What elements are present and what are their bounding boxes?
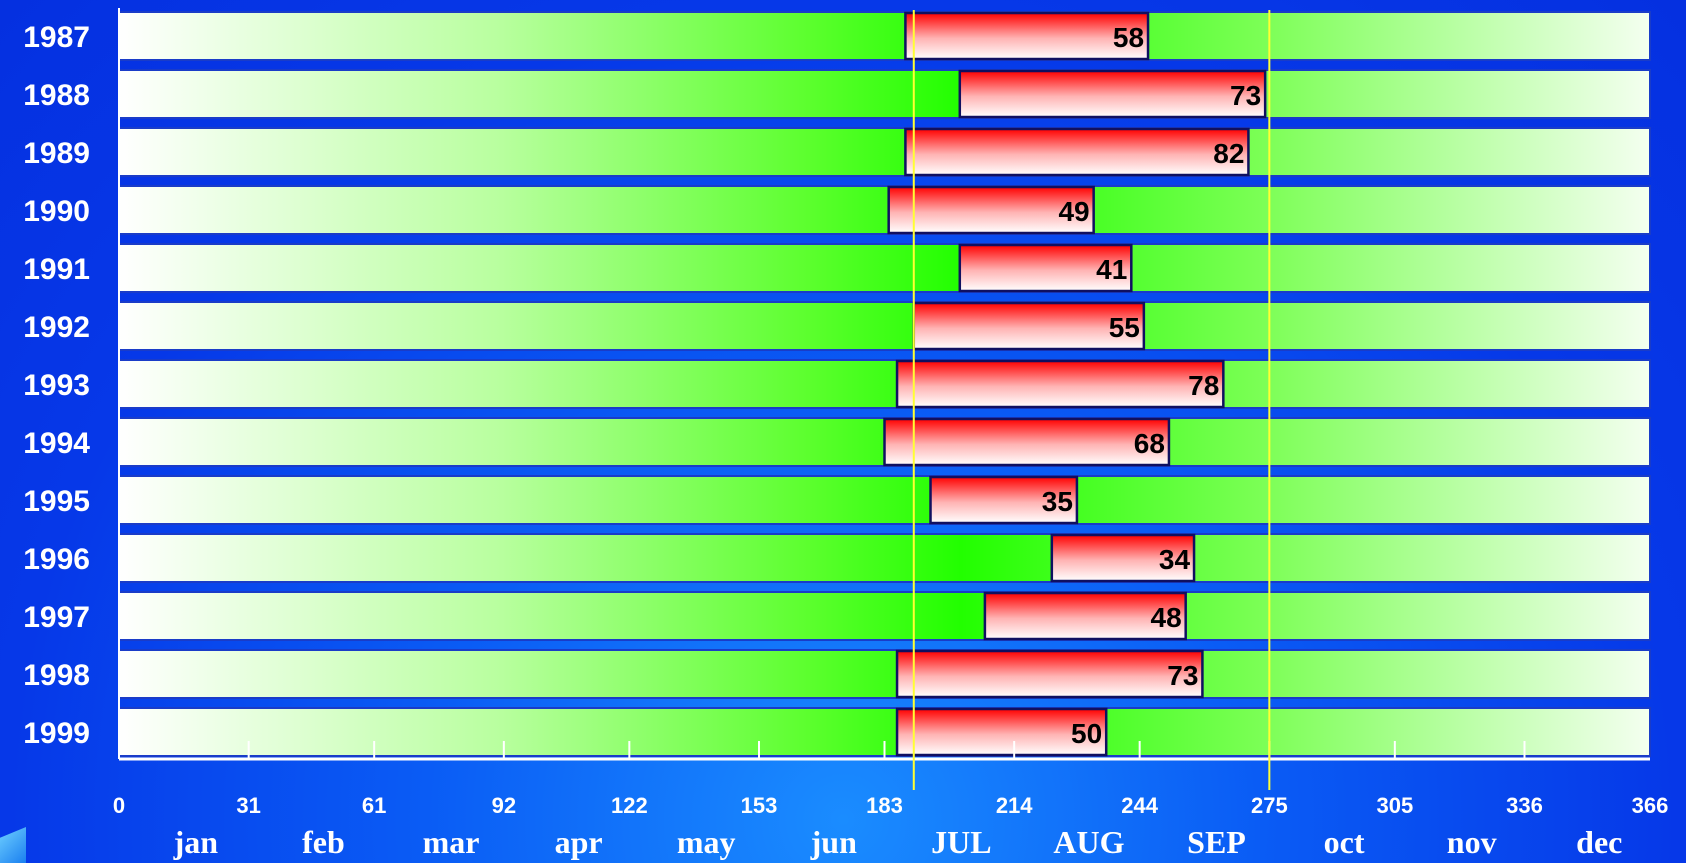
row-background [118, 301, 1651, 351]
month-label: jun [810, 824, 857, 860]
month-label: apr [555, 824, 603, 860]
reference-lines [912, 10, 1271, 790]
row-background [118, 475, 1651, 525]
year-label: 1990 [23, 195, 90, 228]
duration-bar [1050, 533, 1196, 583]
duration-bar [958, 243, 1133, 293]
x-tick-label: 153 [741, 793, 778, 818]
x-tick-label: 0 [113, 793, 125, 818]
duration-bar [912, 301, 1146, 351]
year-label: 1987 [23, 21, 90, 54]
x-tick-label: 61 [362, 793, 386, 818]
row-backgrounds [118, 11, 1651, 757]
x-tick-label: 92 [492, 793, 516, 818]
bar-value-label: 73 [1230, 80, 1261, 111]
month-label: jan [173, 824, 219, 860]
year-label: 1989 [23, 137, 90, 170]
bar-value-label: 34 [1159, 544, 1191, 575]
duration-bar [904, 127, 1250, 177]
year-label: 1988 [23, 79, 90, 112]
year-label: 1991 [23, 253, 90, 286]
year-label: 1995 [23, 485, 90, 518]
bar-value-label: 82 [1213, 138, 1244, 169]
bar-value-label: 49 [1058, 196, 1089, 227]
bar-value-label: 68 [1134, 428, 1165, 459]
month-label: mar [423, 824, 480, 860]
x-axis [118, 8, 1650, 761]
row-background [118, 533, 1651, 583]
month-labels: jan feb mar apr may jun JUL AUG SEP oct nov dec [173, 824, 1623, 860]
duration-bar [883, 417, 1171, 467]
month-label: dec [1576, 824, 1622, 860]
x-tick-label: 275 [1251, 793, 1288, 818]
year-label: 1992 [23, 311, 90, 344]
year-label: 1998 [23, 659, 90, 692]
x-tick-labels: 0 31 61 92 122 153 183 214 244 275 305 336 366 [113, 793, 1668, 818]
year-labels: 1987 1988 1989 1990 1991 1992 1993 1994 1995 1996… [23, 21, 90, 750]
x-tick-label: 336 [1506, 793, 1543, 818]
row-background [118, 591, 1651, 641]
row-background [118, 649, 1651, 699]
month-label: JUL [931, 824, 991, 860]
month-label: SEP [1187, 824, 1246, 860]
row-background [118, 11, 1651, 61]
x-tick-label: 122 [611, 793, 648, 818]
row-background [118, 359, 1651, 409]
year-label: 1999 [23, 717, 90, 750]
x-tick-label: 305 [1376, 793, 1413, 818]
bar-value-label: 55 [1109, 312, 1140, 343]
row-background [118, 127, 1651, 177]
x-tick-label: 214 [996, 793, 1033, 818]
duration-bar [983, 591, 1187, 641]
duration-bar [895, 707, 1108, 757]
month-label: oct [1324, 824, 1365, 860]
year-label: 1997 [23, 601, 90, 634]
x-tick-label: 31 [236, 793, 260, 818]
row-background [118, 69, 1651, 119]
bar-value-label: 35 [1042, 486, 1073, 517]
bar-value-label: 73 [1167, 660, 1198, 691]
year-label: 1993 [23, 369, 90, 402]
duration-bar [895, 649, 1204, 699]
x-tick-label: 366 [1632, 793, 1669, 818]
x-tick-label: 244 [1121, 793, 1158, 818]
bar-value-label: 58 [1113, 22, 1144, 53]
month-label: may [677, 824, 736, 860]
year-label: 1994 [23, 427, 90, 460]
row-background [118, 243, 1651, 293]
month-label: nov [1447, 824, 1497, 860]
bar-value-label: 50 [1071, 718, 1102, 749]
bar-value-label: 78 [1188, 370, 1219, 401]
duration-bar [887, 185, 1095, 235]
bar-value-label: 48 [1151, 602, 1182, 633]
duration-bar [958, 69, 1267, 119]
x-tick-label: 183 [866, 793, 903, 818]
year-label: 1996 [23, 543, 90, 576]
bar-value-label: 41 [1096, 254, 1127, 285]
duration-bar [895, 359, 1225, 409]
month-label: AUG [1053, 824, 1124, 860]
month-label: feb [302, 824, 345, 860]
duration-bar [929, 475, 1079, 525]
duration-bar [904, 11, 1150, 61]
row-background [118, 185, 1651, 235]
